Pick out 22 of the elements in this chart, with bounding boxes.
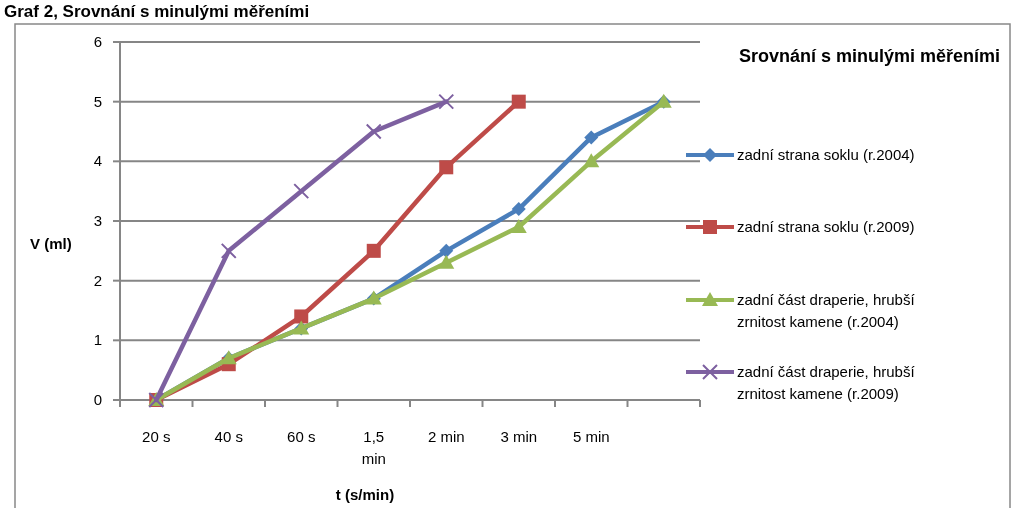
text: Srovnání s minulými měřeními <box>738 46 1000 66</box>
y-tick-label: 6 <box>93 33 102 50</box>
y-tick-label: 3 <box>93 212 102 229</box>
x-tick-label: 1,5 min <box>361 428 386 467</box>
y-tick-label: 4 <box>93 152 102 170</box>
x-tick-label: 20 s <box>142 428 171 445</box>
y-tick-label: 2 <box>93 271 102 289</box>
x-tick-label: 40 s <box>214 428 243 445</box>
x-axis-title: t (s/min) <box>335 486 395 503</box>
legend-label: zadní část draperie, hrubší zrnitost kamene (r.2009) <box>737 363 916 402</box>
legend-label: zadní strana soklu (r.2009) <box>737 218 915 235</box>
y-tick-label: 0 <box>93 391 102 408</box>
text: Graf 2, Srovnání s minulými měřeními <box>4 2 310 21</box>
x-tick-label: 60 s <box>287 428 316 445</box>
x-tick-label: 2 min <box>427 428 465 445</box>
y-tick-label: 5 <box>93 92 102 110</box>
x-tick-label: 5 min <box>572 428 610 445</box>
y-tick-label: 1 <box>93 331 102 349</box>
legend-label: zadní část draperie, hrubší zrnitost kamene (r.2004) <box>737 291 916 330</box>
legend-label: zadní strana soklu (r.2004) <box>737 146 915 163</box>
y-axis-title: V (ml) <box>30 235 72 252</box>
x-tick-label: 3 min <box>500 428 538 445</box>
